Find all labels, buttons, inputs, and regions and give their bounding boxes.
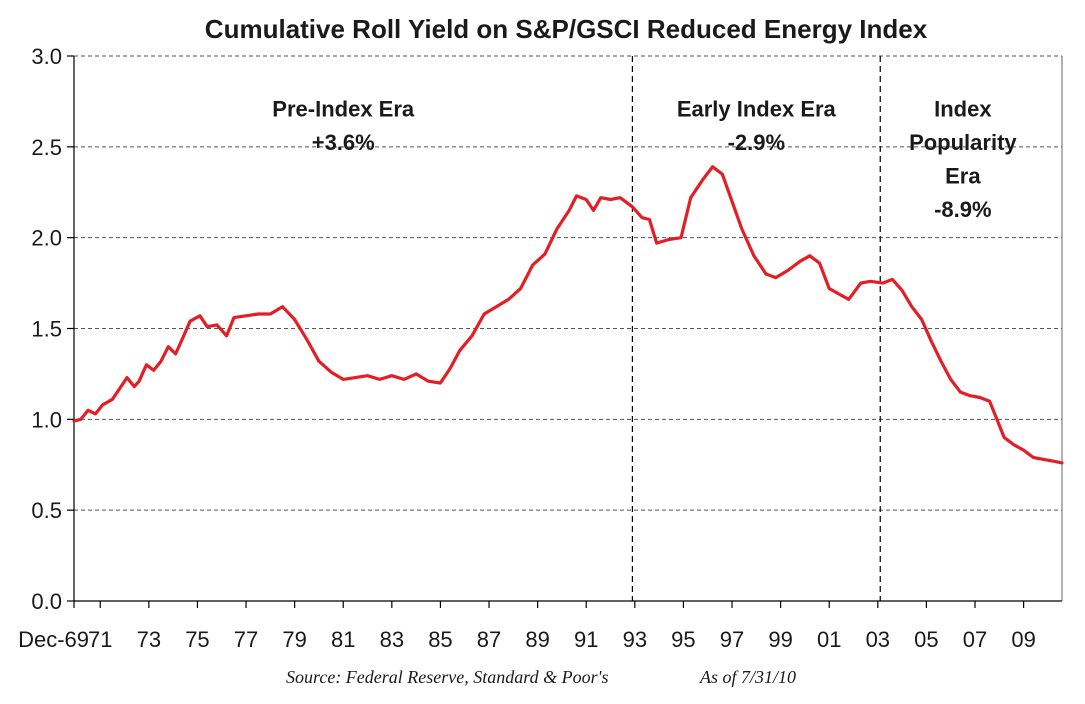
x-tick-label: 91 bbox=[574, 627, 598, 652]
y-tick-label: 2.0 bbox=[31, 226, 62, 251]
y-tick-label: 0.5 bbox=[31, 498, 62, 523]
x-tick-label: 87 bbox=[477, 627, 501, 652]
x-tick-label: 73 bbox=[137, 627, 161, 652]
series-group bbox=[72, 165, 1064, 465]
x-tick-label: 05 bbox=[914, 627, 938, 652]
era-dividers bbox=[631, 56, 881, 601]
x-tick-label: 75 bbox=[185, 627, 209, 652]
era-label: Early Index Era -2.9% bbox=[677, 96, 837, 155]
y-tick-label: 3.0 bbox=[31, 44, 62, 69]
x-tick-label: 83 bbox=[380, 627, 404, 652]
x-tick-label: 79 bbox=[282, 627, 306, 652]
era-label-line: -8.9% bbox=[934, 197, 991, 222]
x-tick-label: 01 bbox=[817, 627, 841, 652]
era-label-line: Pre-Index Era bbox=[272, 96, 415, 121]
x-tick-label: 03 bbox=[866, 627, 890, 652]
x-tick-label: 97 bbox=[720, 627, 744, 652]
x-tick-label: 89 bbox=[525, 627, 549, 652]
era-label: Pre-Index Era +3.6% bbox=[272, 96, 415, 155]
as-of-note: As of 7/31/10 bbox=[699, 667, 796, 687]
x-tick-label: Dec-69 bbox=[18, 627, 89, 652]
era-label-line: Index bbox=[934, 96, 992, 121]
era-label-line: +3.6% bbox=[312, 130, 375, 155]
era-label-line: -2.9% bbox=[728, 130, 785, 155]
source-note: Source: Federal Reserve, Standard & Poor… bbox=[286, 667, 608, 687]
era-annotations: Pre-Index Era +3.6% Early Index Era -2.9% In… bbox=[272, 96, 1017, 222]
era-label: Index Popularity Era -8.9% bbox=[909, 96, 1017, 222]
x-tick-label: 07 bbox=[963, 627, 987, 652]
series-line bbox=[72, 165, 1064, 465]
era-label-line: Early Index Era bbox=[677, 96, 837, 121]
era-label-line: Era bbox=[945, 163, 981, 188]
y-tick-label: 1.0 bbox=[31, 407, 62, 432]
x-tick-label: 85 bbox=[428, 627, 452, 652]
y-tick-label: 1.5 bbox=[31, 317, 62, 342]
x-tick-label: 95 bbox=[671, 627, 695, 652]
x-tick-label: 81 bbox=[331, 627, 355, 652]
x-tick-label: 99 bbox=[768, 627, 792, 652]
x-tick-label: 09 bbox=[1011, 627, 1035, 652]
x-axis-ticks: Dec-69 71 73 75 77 79 81 83 85 87 89 91 93 95 97 99 01 03… bbox=[18, 601, 1036, 652]
era-label-line: Popularity bbox=[909, 130, 1017, 155]
y-axis-ticks: 0.0 0.5 1.0 1.5 2.0 2.5 3.0 bbox=[31, 44, 74, 614]
chart-title: Cumulative Roll Yield on S&P/GSCI Reduce… bbox=[205, 14, 928, 44]
x-tick-label: 71 bbox=[88, 627, 112, 652]
x-tick-label: 77 bbox=[234, 627, 258, 652]
x-tick-label: 93 bbox=[623, 627, 647, 652]
chart-gridlines bbox=[74, 55, 1062, 511]
y-tick-label: 0.0 bbox=[31, 589, 62, 614]
y-tick-label: 2.5 bbox=[31, 135, 62, 160]
